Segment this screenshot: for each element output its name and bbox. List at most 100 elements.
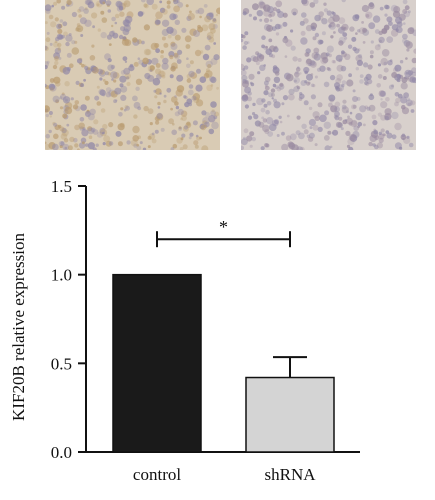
y-tick-label: 0.0 bbox=[51, 443, 72, 462]
cell-dot bbox=[45, 45, 48, 51]
cell-dot bbox=[177, 2, 184, 8]
cell-dot bbox=[243, 128, 249, 134]
cell-dot bbox=[160, 54, 164, 59]
cell-dot bbox=[271, 97, 274, 100]
cell-dot bbox=[255, 51, 260, 56]
cell-dot bbox=[355, 113, 363, 121]
cell-dot bbox=[180, 110, 188, 117]
cell-dot bbox=[380, 98, 383, 101]
cell-dot bbox=[166, 26, 174, 34]
cell-dot bbox=[110, 64, 116, 70]
cell-dot bbox=[208, 36, 215, 43]
cell-dot bbox=[314, 75, 318, 79]
cell-dot bbox=[189, 10, 192, 14]
cell-dot bbox=[216, 7, 220, 15]
cell-dot bbox=[264, 143, 269, 148]
cell-dot bbox=[282, 21, 288, 27]
cell-dot bbox=[171, 96, 178, 103]
cell-dot bbox=[184, 35, 192, 43]
cell-dot bbox=[194, 49, 202, 57]
cell-dot bbox=[303, 100, 309, 106]
cell-dot bbox=[138, 59, 144, 65]
cell-dot bbox=[101, 17, 108, 23]
cell-dot bbox=[404, 5, 410, 11]
cell-dot bbox=[352, 14, 360, 22]
cell-dot bbox=[352, 130, 360, 139]
micrograph-shrna bbox=[241, 0, 416, 150]
cell-dot bbox=[349, 26, 355, 32]
cell-dot bbox=[162, 57, 169, 65]
cell-dot bbox=[136, 143, 139, 147]
cell-dot bbox=[170, 41, 176, 47]
cell-dot bbox=[322, 57, 329, 64]
cell-dot bbox=[383, 24, 390, 31]
cell-dot bbox=[406, 77, 410, 80]
cell-dot bbox=[104, 80, 109, 85]
cell-dot bbox=[409, 76, 416, 83]
cell-dot bbox=[314, 14, 321, 22]
cell-dot bbox=[181, 115, 187, 121]
cell-dot bbox=[60, 133, 68, 140]
cell-dot bbox=[156, 73, 162, 80]
cell-dot bbox=[155, 120, 160, 125]
cell-dot bbox=[341, 23, 349, 31]
cell-dot bbox=[347, 138, 355, 146]
cell-dot bbox=[313, 0, 319, 4]
cell-dot bbox=[158, 70, 165, 77]
cell-dot bbox=[401, 107, 410, 115]
cell-dot bbox=[274, 71, 280, 76]
cell-dot bbox=[53, 41, 59, 48]
cell-dot bbox=[273, 76, 281, 84]
cell-dot bbox=[65, 34, 73, 42]
cell-dot bbox=[266, 24, 274, 32]
cell-dot bbox=[160, 50, 164, 54]
cell-dot bbox=[405, 57, 408, 60]
cell-dot bbox=[267, 131, 274, 137]
cell-dot bbox=[358, 27, 366, 35]
cell-dot bbox=[182, 144, 188, 150]
cell-dot bbox=[254, 120, 261, 127]
cell-dot bbox=[348, 121, 353, 126]
cell-dot bbox=[180, 117, 184, 121]
cell-dot bbox=[243, 65, 249, 70]
cell-dot bbox=[315, 52, 319, 56]
cell-dot bbox=[188, 70, 195, 78]
cell-dot bbox=[328, 24, 332, 28]
cell-dot bbox=[78, 14, 82, 18]
cell-dot bbox=[378, 36, 385, 44]
cell-dot bbox=[380, 101, 388, 109]
cell-dot bbox=[263, 103, 268, 108]
cell-dot bbox=[268, 92, 273, 98]
cell-dot bbox=[117, 141, 123, 147]
cell-dot bbox=[45, 141, 47, 145]
cell-dot bbox=[64, 81, 70, 87]
cell-dot bbox=[329, 145, 333, 149]
cell-dot bbox=[125, 15, 133, 24]
chart-bars bbox=[112, 273, 335, 453]
cell-dot bbox=[46, 31, 50, 35]
cell-dot bbox=[348, 133, 356, 142]
cell-dot bbox=[244, 86, 252, 94]
cell-dot bbox=[309, 2, 316, 8]
cell-dot bbox=[261, 98, 266, 103]
cell-dot bbox=[407, 27, 415, 35]
cell-dot bbox=[189, 132, 194, 137]
bar-shrna bbox=[245, 376, 335, 453]
cell-dot bbox=[323, 8, 329, 13]
cell-dot bbox=[388, 84, 394, 90]
cell-dot bbox=[159, 0, 163, 4]
cell-dot bbox=[370, 40, 374, 44]
cell-dot bbox=[400, 96, 408, 104]
cell-dot bbox=[243, 40, 248, 46]
cell-dot bbox=[49, 78, 55, 83]
cell-dot bbox=[139, 141, 143, 145]
cell-dot bbox=[108, 141, 114, 146]
cell-dot bbox=[312, 111, 320, 119]
cell-dot bbox=[369, 50, 374, 55]
cell-dot bbox=[241, 75, 248, 81]
cell-dot bbox=[256, 52, 262, 58]
cell-dot bbox=[214, 111, 220, 117]
cell-dot bbox=[132, 95, 138, 102]
cell-dot bbox=[344, 53, 351, 60]
cell-dot bbox=[342, 119, 348, 125]
